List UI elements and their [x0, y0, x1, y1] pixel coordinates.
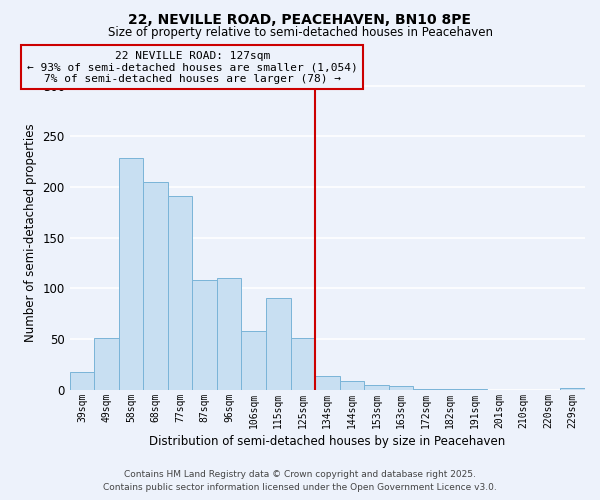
Bar: [193, 280, 217, 390]
Bar: [70, 372, 94, 390]
X-axis label: Distribution of semi-detached houses by size in Peacehaven: Distribution of semi-detached houses by …: [149, 434, 505, 448]
Bar: [560, 388, 585, 390]
Bar: [168, 196, 193, 390]
Text: 22 NEVILLE ROAD: 127sqm
← 93% of semi-detached houses are smaller (1,054)
7% of : 22 NEVILLE ROAD: 127sqm ← 93% of semi-de…: [27, 50, 358, 84]
Bar: [241, 331, 266, 390]
Title: 22, NEVILLE ROAD, PEACEHAVEN, BN10 8PE: 22, NEVILLE ROAD, PEACEHAVEN, BN10 8PE: [0, 499, 1, 500]
Bar: [217, 278, 241, 390]
Bar: [290, 338, 315, 390]
Text: 22, NEVILLE ROAD, PEACEHAVEN, BN10 8PE: 22, NEVILLE ROAD, PEACEHAVEN, BN10 8PE: [128, 12, 472, 26]
Bar: [413, 388, 438, 390]
Bar: [438, 388, 463, 390]
Text: Contains HM Land Registry data © Crown copyright and database right 2025.
Contai: Contains HM Land Registry data © Crown c…: [103, 470, 497, 492]
Bar: [389, 386, 413, 390]
Bar: [340, 382, 364, 390]
Bar: [143, 182, 168, 390]
Bar: [315, 376, 340, 390]
Y-axis label: Number of semi-detached properties: Number of semi-detached properties: [24, 124, 37, 342]
Bar: [119, 158, 143, 390]
Bar: [463, 388, 487, 390]
Bar: [266, 298, 290, 390]
Bar: [94, 338, 119, 390]
Text: Size of property relative to semi-detached houses in Peacehaven: Size of property relative to semi-detach…: [107, 26, 493, 39]
Bar: [364, 386, 389, 390]
